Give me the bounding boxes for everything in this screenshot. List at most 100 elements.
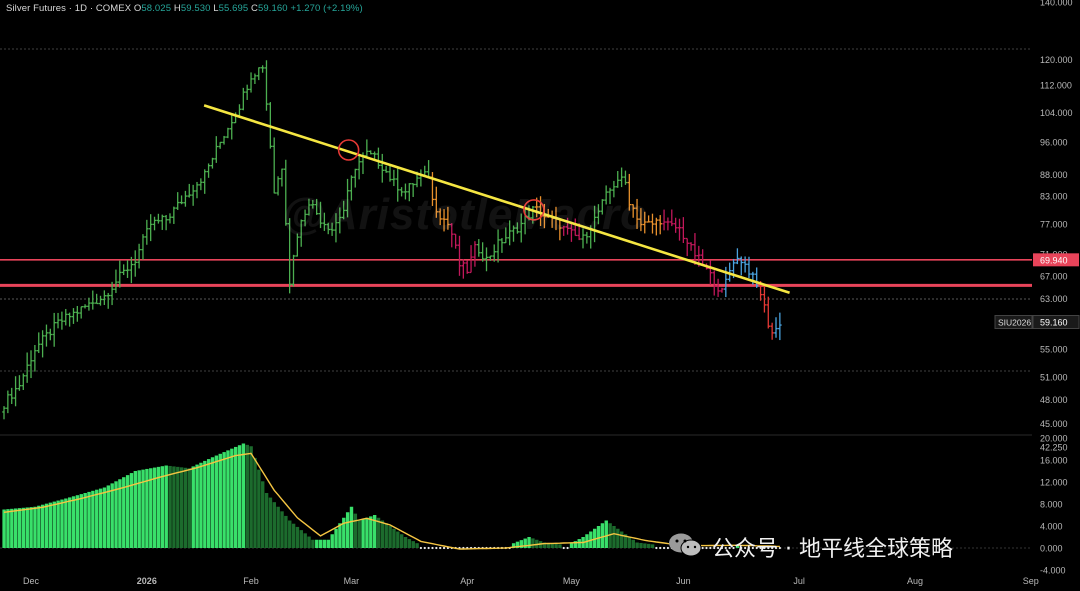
price-bar	[419, 169, 423, 187]
time-tick-label: Jun	[676, 576, 691, 586]
price-bar	[650, 213, 655, 234]
price-bar	[133, 250, 138, 277]
price-bar	[287, 218, 292, 294]
price-bar	[129, 256, 134, 284]
price-bar	[241, 87, 246, 111]
chart-header: Silver Futures · 1D · COMEX O58.025 H59.…	[6, 3, 363, 14]
price-bar	[762, 283, 767, 313]
price-bar	[461, 259, 466, 279]
histogram-bar	[25, 507, 29, 548]
histogram-dot	[709, 546, 712, 550]
price-bar	[175, 192, 180, 210]
histogram-bar	[558, 544, 562, 548]
price-bar	[125, 260, 130, 278]
price-tick-label: 104.000	[1040, 108, 1073, 118]
price-tick-label: 63.000	[1040, 294, 1068, 304]
histogram-bar	[91, 490, 95, 548]
histogram-dot	[701, 546, 704, 550]
price-bar	[747, 256, 751, 279]
price-bar	[507, 220, 512, 246]
price-bar	[581, 228, 585, 249]
price-bar	[357, 155, 361, 180]
price-bar	[110, 281, 114, 306]
histogram-bar	[87, 491, 91, 548]
price-bar	[453, 233, 458, 249]
histogram-bar	[361, 519, 365, 548]
price-bar	[338, 207, 342, 234]
histogram-bar	[303, 533, 307, 548]
histogram-bar	[234, 446, 238, 548]
price-bar	[446, 206, 450, 230]
histogram-dot	[717, 546, 720, 550]
histogram-dot	[767, 546, 770, 550]
time-tick-label: Jul	[793, 576, 805, 586]
histogram-bar	[10, 508, 14, 548]
histogram-bar	[206, 459, 211, 548]
price-bar	[751, 271, 755, 285]
time-tick-label: Feb	[243, 576, 259, 586]
price-tick-label: 112.000	[1040, 80, 1072, 90]
histogram-bar	[257, 469, 261, 548]
histogram-dot	[423, 546, 426, 550]
price-bar	[774, 317, 778, 338]
ohlc-c-value: 59.160	[258, 3, 288, 14]
histogram-bar	[98, 488, 103, 548]
price-bar	[642, 211, 647, 234]
price-bar	[164, 215, 168, 231]
histogram-bar	[152, 467, 157, 548]
price-bar	[245, 84, 249, 100]
histogram-dot	[763, 546, 766, 550]
price-bar	[118, 260, 122, 288]
price-bar	[25, 352, 29, 383]
histogram-bar	[635, 542, 639, 548]
price-bar	[330, 222, 334, 236]
price-bar	[295, 233, 300, 257]
histogram-bar	[199, 462, 203, 548]
time-tick-label: Apr	[460, 576, 474, 586]
histogram-bar	[230, 448, 234, 548]
histogram-bar	[261, 481, 265, 548]
price-bar	[137, 243, 141, 269]
price-bar	[353, 168, 358, 188]
price-tick-label: 51.000	[1040, 373, 1068, 383]
histogram-bar	[396, 531, 400, 548]
histogram-bar	[110, 483, 114, 548]
histogram-bar	[122, 477, 126, 548]
histogram-dot	[732, 546, 735, 550]
price-bar	[712, 270, 717, 296]
histogram-bar	[48, 502, 53, 548]
price-bar	[658, 215, 662, 235]
price-bar	[411, 183, 415, 197]
price-bar	[311, 200, 315, 209]
histogram-bar	[623, 534, 628, 548]
price-bar	[152, 216, 157, 231]
price-bar	[384, 165, 388, 173]
histogram-bar	[295, 526, 300, 548]
price-bar	[2, 406, 6, 420]
histogram-bar	[399, 534, 404, 548]
price-bar	[496, 229, 500, 263]
price-bar	[291, 254, 296, 287]
trendline	[203, 104, 790, 295]
price-bar	[79, 306, 83, 319]
histogram-bar	[531, 538, 535, 548]
price-bar	[561, 225, 566, 236]
histogram-bar	[41, 504, 45, 548]
histogram-bar	[365, 517, 369, 548]
price-bar	[322, 212, 327, 231]
histogram-dot	[659, 546, 662, 550]
histogram-bar	[523, 538, 527, 548]
time-tick-label: Aug	[907, 576, 923, 586]
price-bar	[399, 187, 404, 197]
histogram-bar	[13, 508, 18, 548]
histogram-bar	[125, 475, 130, 548]
price-bar	[226, 127, 230, 139]
histogram-bar	[245, 444, 249, 548]
osc-tick-label: 0.000	[1040, 544, 1063, 554]
price-bar	[249, 72, 253, 93]
histogram-dot	[431, 546, 434, 550]
ohlc-l-label: L	[213, 3, 219, 14]
histogram-bar	[179, 467, 184, 548]
price-bar	[349, 175, 354, 201]
